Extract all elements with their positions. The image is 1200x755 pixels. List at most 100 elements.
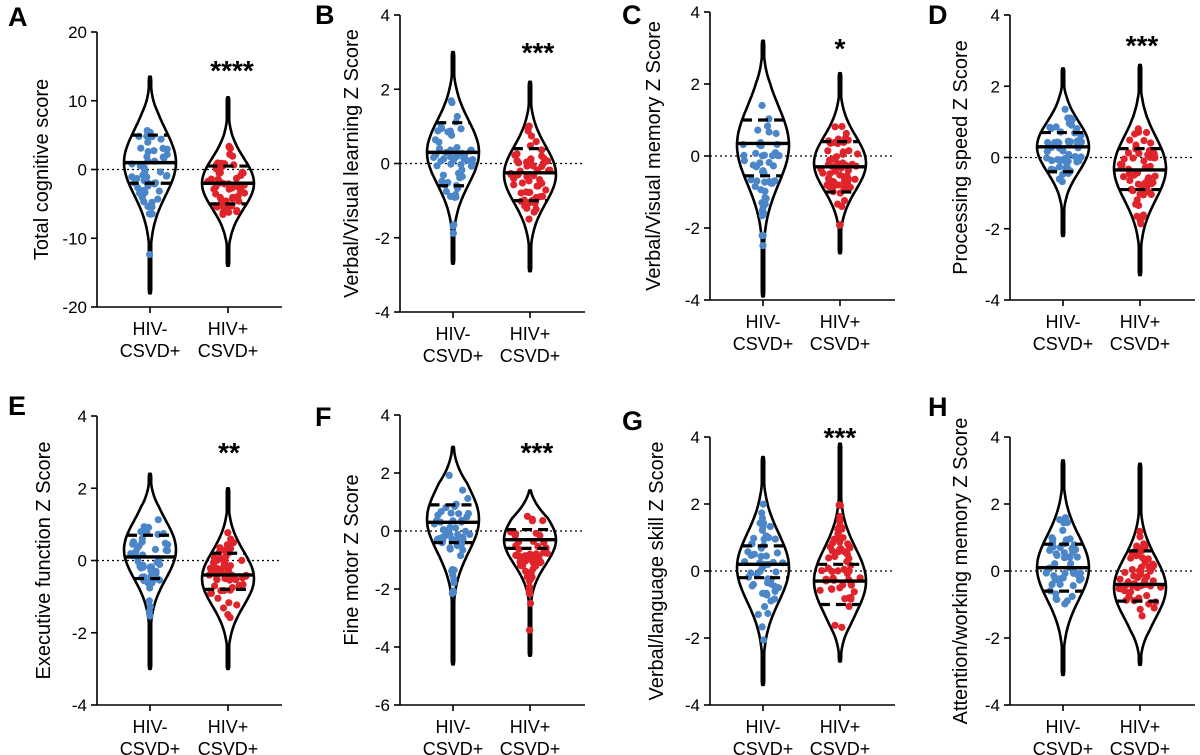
data-point [758,509,766,517]
data-point [760,519,768,527]
data-point [137,528,145,536]
y-tick-label: -6 [375,696,390,715]
data-point [834,567,842,575]
data-point [747,176,755,184]
data-point [838,122,846,131]
data-point [539,517,547,525]
data-point [1150,151,1158,159]
data-point [839,148,847,156]
data-point [1144,555,1152,563]
x-category-label: HIV- [745,717,780,737]
violin-outline [1112,63,1168,277]
data-point [1076,569,1085,577]
data-point [144,138,152,146]
data-point [823,181,831,189]
data-point [532,205,540,213]
data-point [148,203,156,211]
data-point [1134,128,1143,136]
y-tick-label: 0 [381,522,390,541]
violin-outline [425,445,481,666]
data-point [449,222,457,230]
data-point [139,171,147,179]
data-point [239,580,247,589]
data-point [771,535,779,543]
y-tick-label: -4 [375,638,390,657]
data-point [452,524,460,532]
data-point [224,567,233,575]
data-point [740,157,749,165]
data-point [1073,553,1081,561]
data-point [528,515,536,523]
data-point [1051,576,1059,584]
data-point [212,190,220,198]
data-point [764,575,772,583]
data-point [1060,554,1069,562]
x-category-label: HIV- [1045,312,1080,332]
data-point [1140,540,1148,548]
y-tick-label: -2 [375,229,390,248]
data-point [542,549,550,557]
y-tick-label: 0 [78,552,87,571]
data-point [1058,178,1066,186]
data-point [464,494,472,503]
data-point [221,206,229,214]
data-point [831,621,839,629]
y-tick-label: 0 [78,161,87,180]
data-point [445,471,453,479]
data-point [527,132,536,140]
violin-outline [122,472,178,671]
panel-letter: A [8,2,28,32]
data-point [146,612,154,620]
data-point [457,161,465,169]
data-point [1136,533,1144,541]
violin-outline [425,50,481,265]
violin-outline [812,71,868,255]
data-point [1048,534,1056,542]
significance-marker: *** [521,437,554,468]
data-point [536,532,544,540]
data-point [463,513,471,521]
data-point [161,539,169,547]
data-point [1057,156,1065,164]
data-point [137,144,145,152]
x-category-label: HIV+ [208,717,249,737]
data-point [1124,149,1133,157]
data-point [469,156,477,164]
data-point [851,175,859,183]
data-point [819,169,827,177]
data-point [826,156,834,164]
data-point [1133,196,1141,204]
data-point [542,186,550,194]
y-tick-label: 2 [691,495,700,514]
y-tick-label: 2 [991,77,1000,96]
data-point [761,187,769,195]
data-point [1151,172,1159,180]
data-point [1073,137,1082,145]
data-point [153,558,161,566]
data-point [163,150,171,159]
data-point [761,603,769,611]
data-point [450,156,458,164]
data-point [163,145,171,153]
data-point [1068,116,1076,124]
data-point [758,623,766,631]
data-point [752,149,760,157]
data-point [150,147,158,155]
data-point [840,197,849,205]
data-point [1129,187,1137,195]
data-point [747,551,755,560]
x-category-sublabel: CSVD+ [733,334,794,354]
data-point [773,549,782,557]
x-category-label: HIV+ [510,324,551,344]
data-point [467,162,476,170]
data-point [1143,592,1151,600]
x-category-sublabel: CSVD+ [500,346,561,366]
data-point [750,534,758,542]
data-point [754,126,762,134]
data-point [228,195,236,203]
data-point [1128,566,1136,574]
data-point [518,179,527,187]
significance-marker: *** [522,37,555,68]
data-point [825,554,833,562]
data-point [1077,153,1085,161]
